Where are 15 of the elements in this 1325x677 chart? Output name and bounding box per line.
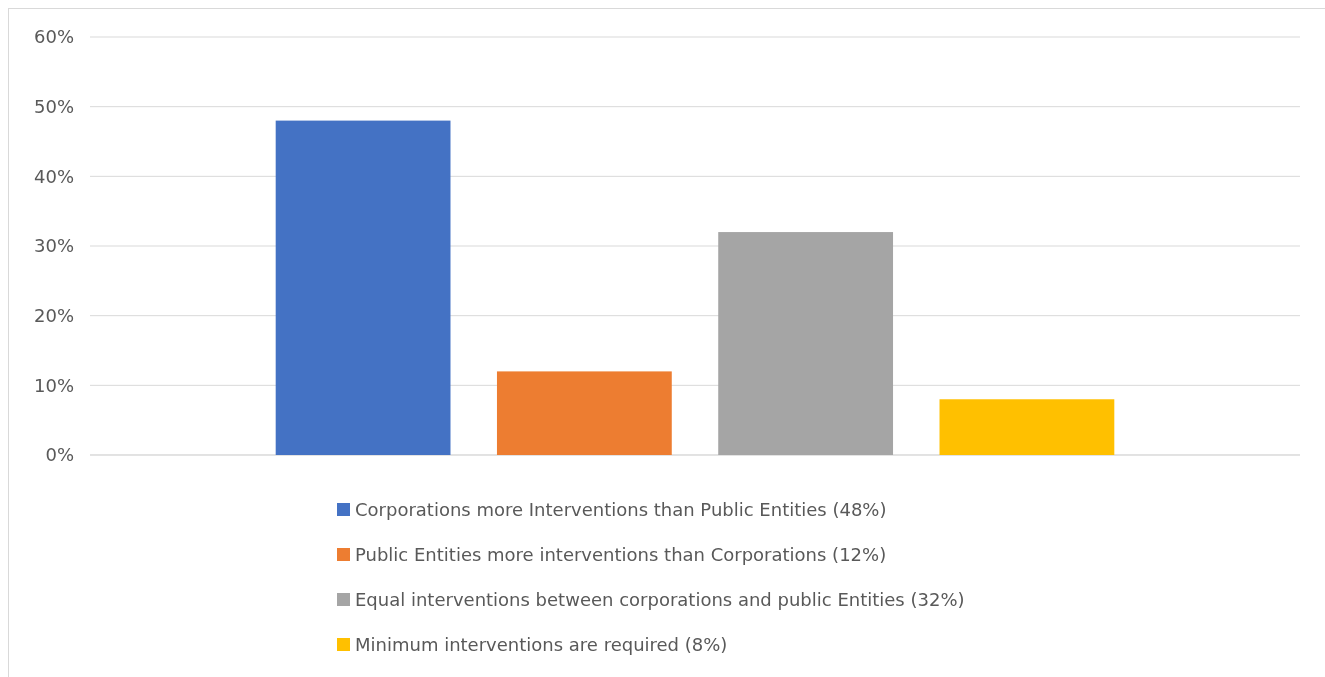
bar xyxy=(496,371,672,455)
bar xyxy=(718,232,894,455)
y-tick-label: 30% xyxy=(33,235,74,257)
legend-label: Public Entities more interventions than Corporations (12%) xyxy=(355,544,887,566)
y-tick-label: 60% xyxy=(33,26,74,48)
y-tick-label: 0% xyxy=(45,444,74,466)
y-tick-label: 20% xyxy=(33,304,74,326)
bar xyxy=(939,399,1115,455)
y-tick-label: 40% xyxy=(33,165,74,187)
bar xyxy=(275,120,451,455)
legend-label: Minimum interventions are required (8%) xyxy=(355,634,728,656)
legend-label: Corporations more Interventions than Public Entities (48%) xyxy=(355,499,887,521)
y-tick-label: 10% xyxy=(33,374,74,396)
y-tick-label: 50% xyxy=(33,95,74,117)
legend-label: Equal interventions between corporations and public Entities (32%) xyxy=(355,589,965,611)
